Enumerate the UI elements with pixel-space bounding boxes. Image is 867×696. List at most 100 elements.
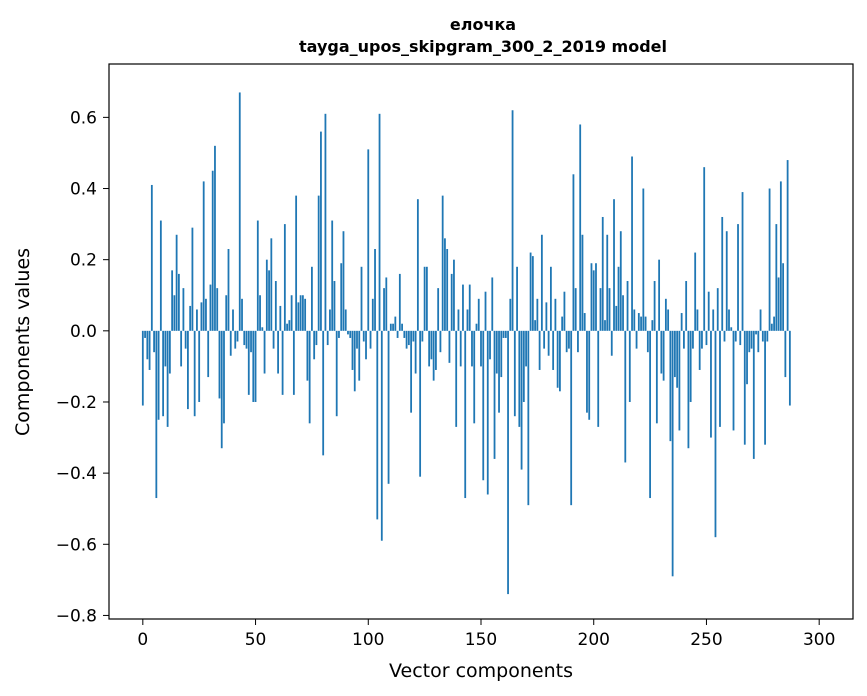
- bar: [678, 330, 681, 431]
- bar: [274, 281, 277, 331]
- bar: [455, 330, 458, 427]
- bar: [775, 224, 778, 331]
- bar: [446, 249, 449, 331]
- y-axis-ticks: −0.8 −0.6 −0.4 −0.2 0.0 0.2 0.4 0.6: [56, 108, 109, 626]
- bar: [642, 188, 645, 331]
- bar: [556, 330, 559, 388]
- bar: [410, 330, 413, 413]
- bar: [320, 131, 322, 331]
- bar: [509, 298, 512, 331]
- bar: [236, 330, 239, 342]
- bar: [750, 330, 753, 349]
- bar: [534, 320, 537, 331]
- bar: [378, 113, 381, 331]
- bar: [669, 330, 672, 442]
- bar: [561, 316, 564, 331]
- bar: [764, 330, 766, 445]
- bar: [525, 330, 527, 367]
- bar: [554, 298, 557, 331]
- y-tick-label: −0.6: [56, 535, 97, 555]
- bar: [396, 330, 399, 338]
- bar: [385, 277, 388, 331]
- bar: [725, 231, 728, 331]
- bar: [376, 330, 379, 520]
- bar: [177, 273, 180, 331]
- bar: [331, 220, 334, 331]
- bar: [193, 330, 196, 417]
- bar: [606, 234, 609, 331]
- bar: [626, 281, 629, 331]
- bar: [464, 330, 467, 499]
- bar: [716, 288, 719, 331]
- bar: [579, 124, 582, 331]
- y-tick-label: 0.6: [70, 108, 97, 128]
- x-tick-label: 50: [245, 630, 267, 650]
- bar: [577, 330, 579, 353]
- bar: [730, 327, 733, 331]
- bar: [168, 330, 171, 374]
- bar: [540, 234, 543, 331]
- bar: [768, 188, 771, 331]
- bar: [712, 309, 715, 331]
- bar: [599, 288, 602, 331]
- bar: [394, 316, 397, 331]
- bar: [504, 330, 507, 338]
- bars-group: [141, 92, 791, 595]
- bar: [559, 330, 561, 392]
- bar: [673, 330, 676, 378]
- bar: [425, 266, 428, 331]
- x-tick-label: 100: [352, 630, 384, 650]
- bar: [155, 330, 158, 499]
- bar: [311, 266, 313, 331]
- bar: [401, 323, 403, 331]
- bar: [308, 330, 311, 424]
- bar: [184, 330, 187, 349]
- bar: [295, 195, 298, 331]
- bar: [146, 330, 149, 360]
- bar: [617, 266, 620, 331]
- bar: [710, 330, 712, 438]
- bar: [770, 323, 773, 331]
- bar: [232, 309, 234, 331]
- bar: [658, 259, 661, 331]
- bar: [344, 309, 347, 331]
- bar: [254, 330, 257, 402]
- bar: [696, 309, 699, 331]
- bar: [604, 320, 606, 331]
- bar: [234, 330, 237, 349]
- x-axis-ticks: 0 50 100 150 200 250 300: [137, 619, 835, 650]
- bar: [259, 295, 261, 331]
- bar: [200, 302, 203, 331]
- bar: [238, 92, 241, 331]
- chart-subtitle: tayga_upos_skipgram_300_2_2019 model: [299, 37, 667, 56]
- bar: [748, 330, 751, 353]
- bar: [164, 330, 167, 367]
- bar: [380, 330, 383, 541]
- bar: [428, 330, 431, 367]
- bar: [247, 330, 250, 395]
- bar: [383, 288, 385, 331]
- bar: [662, 330, 665, 381]
- bar: [568, 330, 570, 349]
- bar: [667, 309, 670, 331]
- bar: [543, 330, 546, 349]
- bar: [782, 263, 785, 331]
- bar: [157, 330, 160, 420]
- bar: [150, 184, 153, 331]
- y-tick-label: −0.2: [56, 393, 97, 413]
- bar: [351, 330, 354, 370]
- bar: [489, 330, 491, 360]
- bar: [734, 330, 737, 342]
- bar: [223, 330, 225, 424]
- bar: [608, 288, 611, 331]
- bar: [737, 224, 739, 331]
- bar: [166, 330, 169, 427]
- bar: [545, 302, 548, 331]
- bar: [353, 330, 356, 392]
- bar: [419, 330, 422, 477]
- bar: [292, 330, 295, 395]
- bar: [723, 330, 726, 342]
- bar: [651, 320, 654, 331]
- bar: [732, 330, 735, 431]
- bar: [414, 330, 417, 374]
